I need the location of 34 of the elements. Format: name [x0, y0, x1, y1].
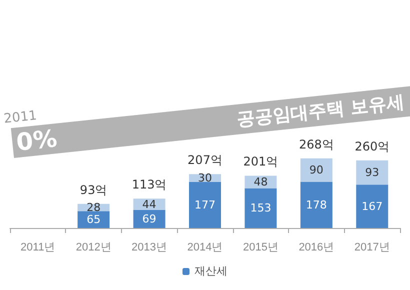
x-tick-label: 2011년	[20, 242, 56, 254]
bar	[300, 182, 332, 228]
data-label: 65	[86, 213, 101, 226]
x-tick-label: 2016년	[298, 242, 334, 254]
bar	[244, 188, 277, 228]
total-label: 93억	[80, 182, 108, 197]
x-tick-label: 2017년	[354, 242, 390, 254]
data-label: 177	[194, 198, 216, 212]
data-label: 48	[254, 175, 268, 188]
data-label: 178	[306, 198, 327, 212]
bar	[189, 182, 221, 228]
total-label: 113억	[132, 178, 167, 192]
x-tick-label: 2013년	[132, 242, 168, 254]
data-label: 28	[86, 200, 101, 214]
data-label: 167	[362, 200, 383, 213]
total-label: 207억	[188, 153, 222, 168]
bar	[356, 160, 388, 185]
x-tick-label: 2012년	[76, 242, 112, 254]
chart-title: 공공임대주택 보유세	[236, 90, 406, 132]
data-label: 69	[142, 212, 156, 226]
bar	[78, 211, 110, 228]
data-label: 44	[142, 198, 156, 211]
total-label: 268억	[298, 137, 334, 152]
data-label: 30	[198, 172, 212, 185]
total-label: 260억	[354, 139, 390, 154]
bar	[356, 184, 388, 228]
total-label: 201억	[243, 154, 278, 169]
data-label: 93	[365, 166, 380, 179]
data-label: 153	[250, 202, 272, 215]
x-tick-label: 2014년	[187, 242, 223, 254]
x-tick-label: 2015년	[242, 242, 278, 254]
data-label: 90	[309, 164, 324, 177]
legend-label: 재산세	[194, 266, 228, 278]
bar	[300, 158, 332, 182]
